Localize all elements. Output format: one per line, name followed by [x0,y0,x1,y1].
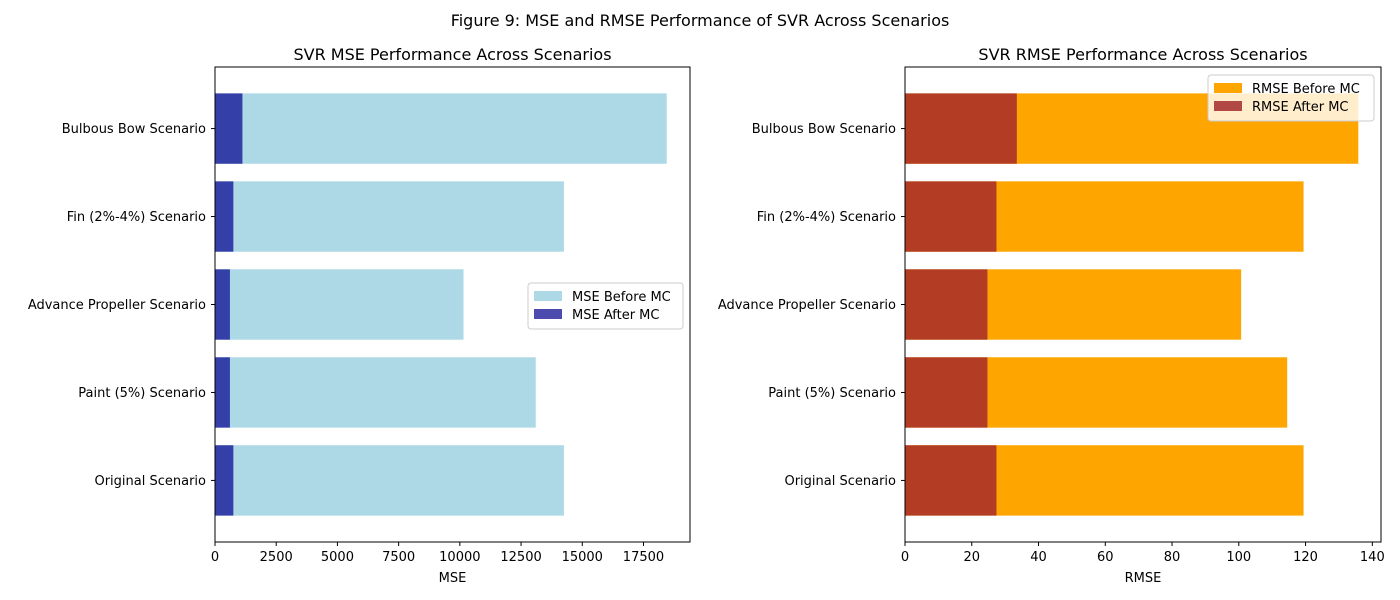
rmse-x-axis: 0 20 40 60 80 100 120 140 [901,542,1385,565]
rmse-bar-after [905,93,1017,164]
mse-bar-after [215,93,243,164]
mse-bar-after [215,269,230,340]
mse-bar-before [215,357,536,428]
mse-chart-title: SVR MSE Performance Across Scenarios [293,45,611,64]
rmse-legend-swatch [1214,101,1242,111]
mse-bars [215,93,667,516]
rmse-x-tick-label: 20 [963,550,980,565]
mse-bar-before [215,181,564,252]
rmse-x-tick-label: 100 [1226,550,1251,565]
mse-bar-before [215,93,667,164]
mse-x-tick-label: 7500 [382,550,415,565]
mse-y-tick-label: Original Scenario [94,474,206,489]
mse-y-tick-label: Bulbous Bow Scenario [62,122,206,137]
figure-suptitle: Figure 9: MSE and RMSE Performance of SV… [451,11,950,30]
mse-legend-swatch [534,291,562,301]
rmse-y-tick-label: Paint (5%) Scenario [768,386,896,401]
mse-bar-after [215,181,234,252]
rmse-x-tick-label: 40 [1030,550,1047,565]
mse-x-tick-label: 17500 [623,550,664,565]
rmse-y-tick-label: Bulbous Bow Scenario [752,122,896,137]
rmse-y-tick-label: Advance Propeller Scenario [718,298,896,313]
rmse-chart-title: SVR RMSE Performance Across Scenarios [978,45,1307,64]
mse-x-tick-label: 12500 [500,550,541,565]
mse-x-tick-label: 5000 [321,550,354,565]
mse-y-tick-label: Advance Propeller Scenario [28,298,206,313]
mse-y-tick-label: Fin (2%-4%) Scenario [67,210,206,225]
mse-bar-before [215,269,464,340]
rmse-bar-after [905,181,997,252]
mse-x-tick-label: 10000 [439,550,480,565]
rmse-legend-label: RMSE Before MC [1252,82,1360,97]
rmse-chart: SVR RMSE Performance Across Scenarios Or… [718,45,1385,586]
mse-chart: SVR MSE Performance Across Scenarios Ori… [28,45,691,586]
rmse-x-axis-label: RMSE [1125,571,1162,586]
mse-x-axis: 0 2500 5000 7500 10000 12500 15000 17500 [211,542,664,565]
mse-legend-box [527,282,684,330]
mse-x-tick-label: 15000 [562,550,603,565]
rmse-x-tick-label: 80 [1164,550,1181,565]
rmse-legend-swatch [1214,83,1242,93]
rmse-bars [905,93,1359,516]
rmse-x-tick-label: 140 [1360,550,1385,565]
mse-x-tick-label: 2500 [260,550,293,565]
mse-bar-before [215,445,564,516]
mse-x-tick-label: 0 [211,550,219,565]
rmse-legend-box [1207,74,1375,122]
mse-bar-after [215,445,234,516]
rmse-x-tick-label: 120 [1293,550,1318,565]
rmse-y-tick-label: Fin (2%-4%) Scenario [757,210,896,225]
mse-y-tick-label: Paint (5%) Scenario [78,386,206,401]
rmse-bar-after [905,269,988,340]
rmse-legend-label: RMSE After MC [1252,100,1349,115]
mse-legend-swatch [534,309,562,319]
rmse-x-tick-label: 0 [901,550,909,565]
rmse-x-tick-label: 60 [1097,550,1114,565]
mse-legend: MSE Before MC MSE After MC [527,282,684,330]
rmse-bar-after [905,445,997,516]
rmse-y-axis: Original Scenario Paint (5%) Scenario Adva… [718,122,905,489]
rmse-legend: RMSE Before MC RMSE After MC [1207,74,1375,122]
mse-legend-label: MSE After MC [572,308,659,323]
mse-y-axis: Original Scenario Paint (5%) Scenario Adva… [28,122,215,489]
rmse-bar-after [905,357,988,428]
mse-bar-after [215,357,230,428]
mse-x-axis-label: MSE [439,571,467,586]
rmse-y-tick-label: Original Scenario [784,474,896,489]
mse-legend-label: MSE Before MC [572,290,671,305]
